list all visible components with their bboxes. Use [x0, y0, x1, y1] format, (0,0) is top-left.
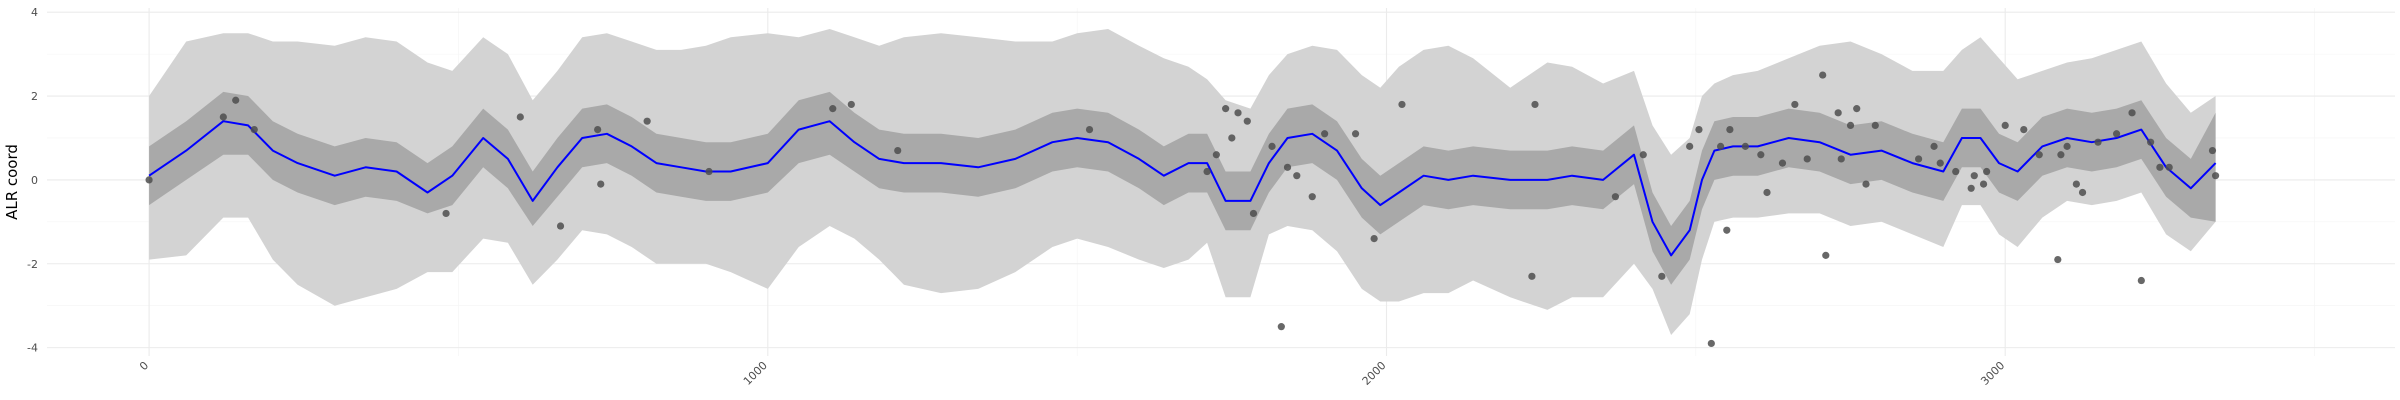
data-point [1370, 235, 1378, 243]
x-axis-tick-labels: 0 1000 2000 3000 [137, 359, 2007, 388]
data-point [1293, 172, 1301, 180]
x-tick-label: 0 [137, 359, 151, 373]
data-point [250, 125, 258, 134]
data-point [1846, 121, 1855, 129]
data-point [1234, 109, 1242, 117]
y-tick-label: -2 [27, 258, 38, 271]
data-point [1639, 151, 1647, 159]
data-point [1723, 226, 1731, 234]
data-point [1803, 155, 1811, 163]
data-point [1914, 155, 1923, 163]
data-point [2128, 109, 2136, 117]
y-tick-label: 0 [31, 174, 38, 187]
data-point [1726, 125, 1734, 134]
data-point [1695, 125, 1703, 134]
x-tick-label: 2000 [1360, 359, 1389, 388]
data-point [219, 113, 227, 121]
data-point [1658, 272, 1666, 280]
data-point [556, 222, 565, 230]
data-point [1308, 193, 1316, 201]
data-point [1970, 172, 1978, 180]
data-point [2054, 255, 2062, 264]
data-point [2094, 138, 2102, 146]
data-point [594, 125, 602, 134]
data-point [232, 96, 240, 104]
data-point [1351, 130, 1360, 138]
data-point [1268, 142, 1276, 150]
data-point [847, 100, 855, 109]
data-point [1222, 105, 1230, 113]
data-point [2156, 163, 2164, 171]
data-point [1212, 151, 1220, 159]
mean-line [148, 120, 2217, 257]
y-tick-label: -4 [27, 342, 38, 355]
data-point [1398, 100, 1406, 109]
data-point [1283, 163, 1292, 171]
data-point [1741, 142, 1749, 150]
data-point [1791, 100, 1799, 109]
data-point [1243, 117, 1251, 125]
data-point [1203, 167, 1211, 176]
y-axis-title: ALR coord [3, 144, 21, 220]
data-point [1936, 159, 1944, 167]
data-point [2078, 188, 2087, 197]
data-point [894, 146, 902, 155]
data-point [2137, 276, 2145, 285]
x-tick-label: 3000 [1978, 359, 2007, 388]
y-tick-label: 4 [31, 6, 38, 19]
data-point [1967, 184, 1975, 192]
observed-points [145, 71, 2220, 348]
x-tick-label: 1000 [741, 359, 770, 388]
data-point [2020, 125, 2028, 134]
inner-band-area [149, 91, 2216, 285]
mean-series-line [148, 120, 2217, 257]
data-point [1686, 142, 1694, 150]
data-point [1249, 209, 1258, 218]
data-point [2165, 163, 2173, 171]
data-point [2072, 180, 2080, 188]
data-point [2063, 142, 2071, 150]
data-point [1228, 134, 1236, 142]
data-point [1952, 167, 1960, 176]
data-point [1819, 71, 1827, 79]
data-point [1930, 142, 1938, 150]
data-point [1757, 151, 1765, 159]
data-point [1085, 125, 1094, 134]
data-point [2057, 151, 2065, 159]
data-point [705, 167, 713, 176]
data-point [829, 105, 837, 113]
data-point [1983, 167, 1991, 176]
data-point [1778, 159, 1787, 167]
data-point [597, 180, 605, 188]
data-point [1862, 180, 1870, 188]
data-point [1717, 142, 1725, 150]
data-point [2112, 130, 2121, 138]
data-point [145, 176, 153, 184]
data-point [643, 117, 651, 125]
data-point [442, 209, 450, 218]
data-point [1321, 130, 1329, 138]
data-point [1531, 100, 1539, 109]
data-point [2208, 146, 2217, 155]
y-tick-label: 2 [31, 90, 38, 103]
data-point [1834, 109, 1842, 117]
y-axis-tick-labels: -4 -2 0 2 4 [27, 6, 38, 354]
data-point [1979, 180, 1988, 188]
data-point [2211, 172, 2220, 180]
data-point [1837, 155, 1845, 163]
data-point [1853, 105, 1861, 113]
inner-credible-band [149, 91, 2216, 285]
data-point [516, 113, 524, 121]
data-point [1611, 193, 1620, 201]
data-point [2001, 121, 2009, 129]
data-point [2147, 138, 2155, 146]
data-point [1277, 323, 1285, 331]
data-point [1763, 188, 1771, 197]
data-point [1528, 272, 1536, 280]
data-point [1822, 251, 1830, 259]
data-point [1707, 339, 1715, 348]
data-point [2035, 151, 2043, 159]
data-point [1871, 121, 1879, 129]
